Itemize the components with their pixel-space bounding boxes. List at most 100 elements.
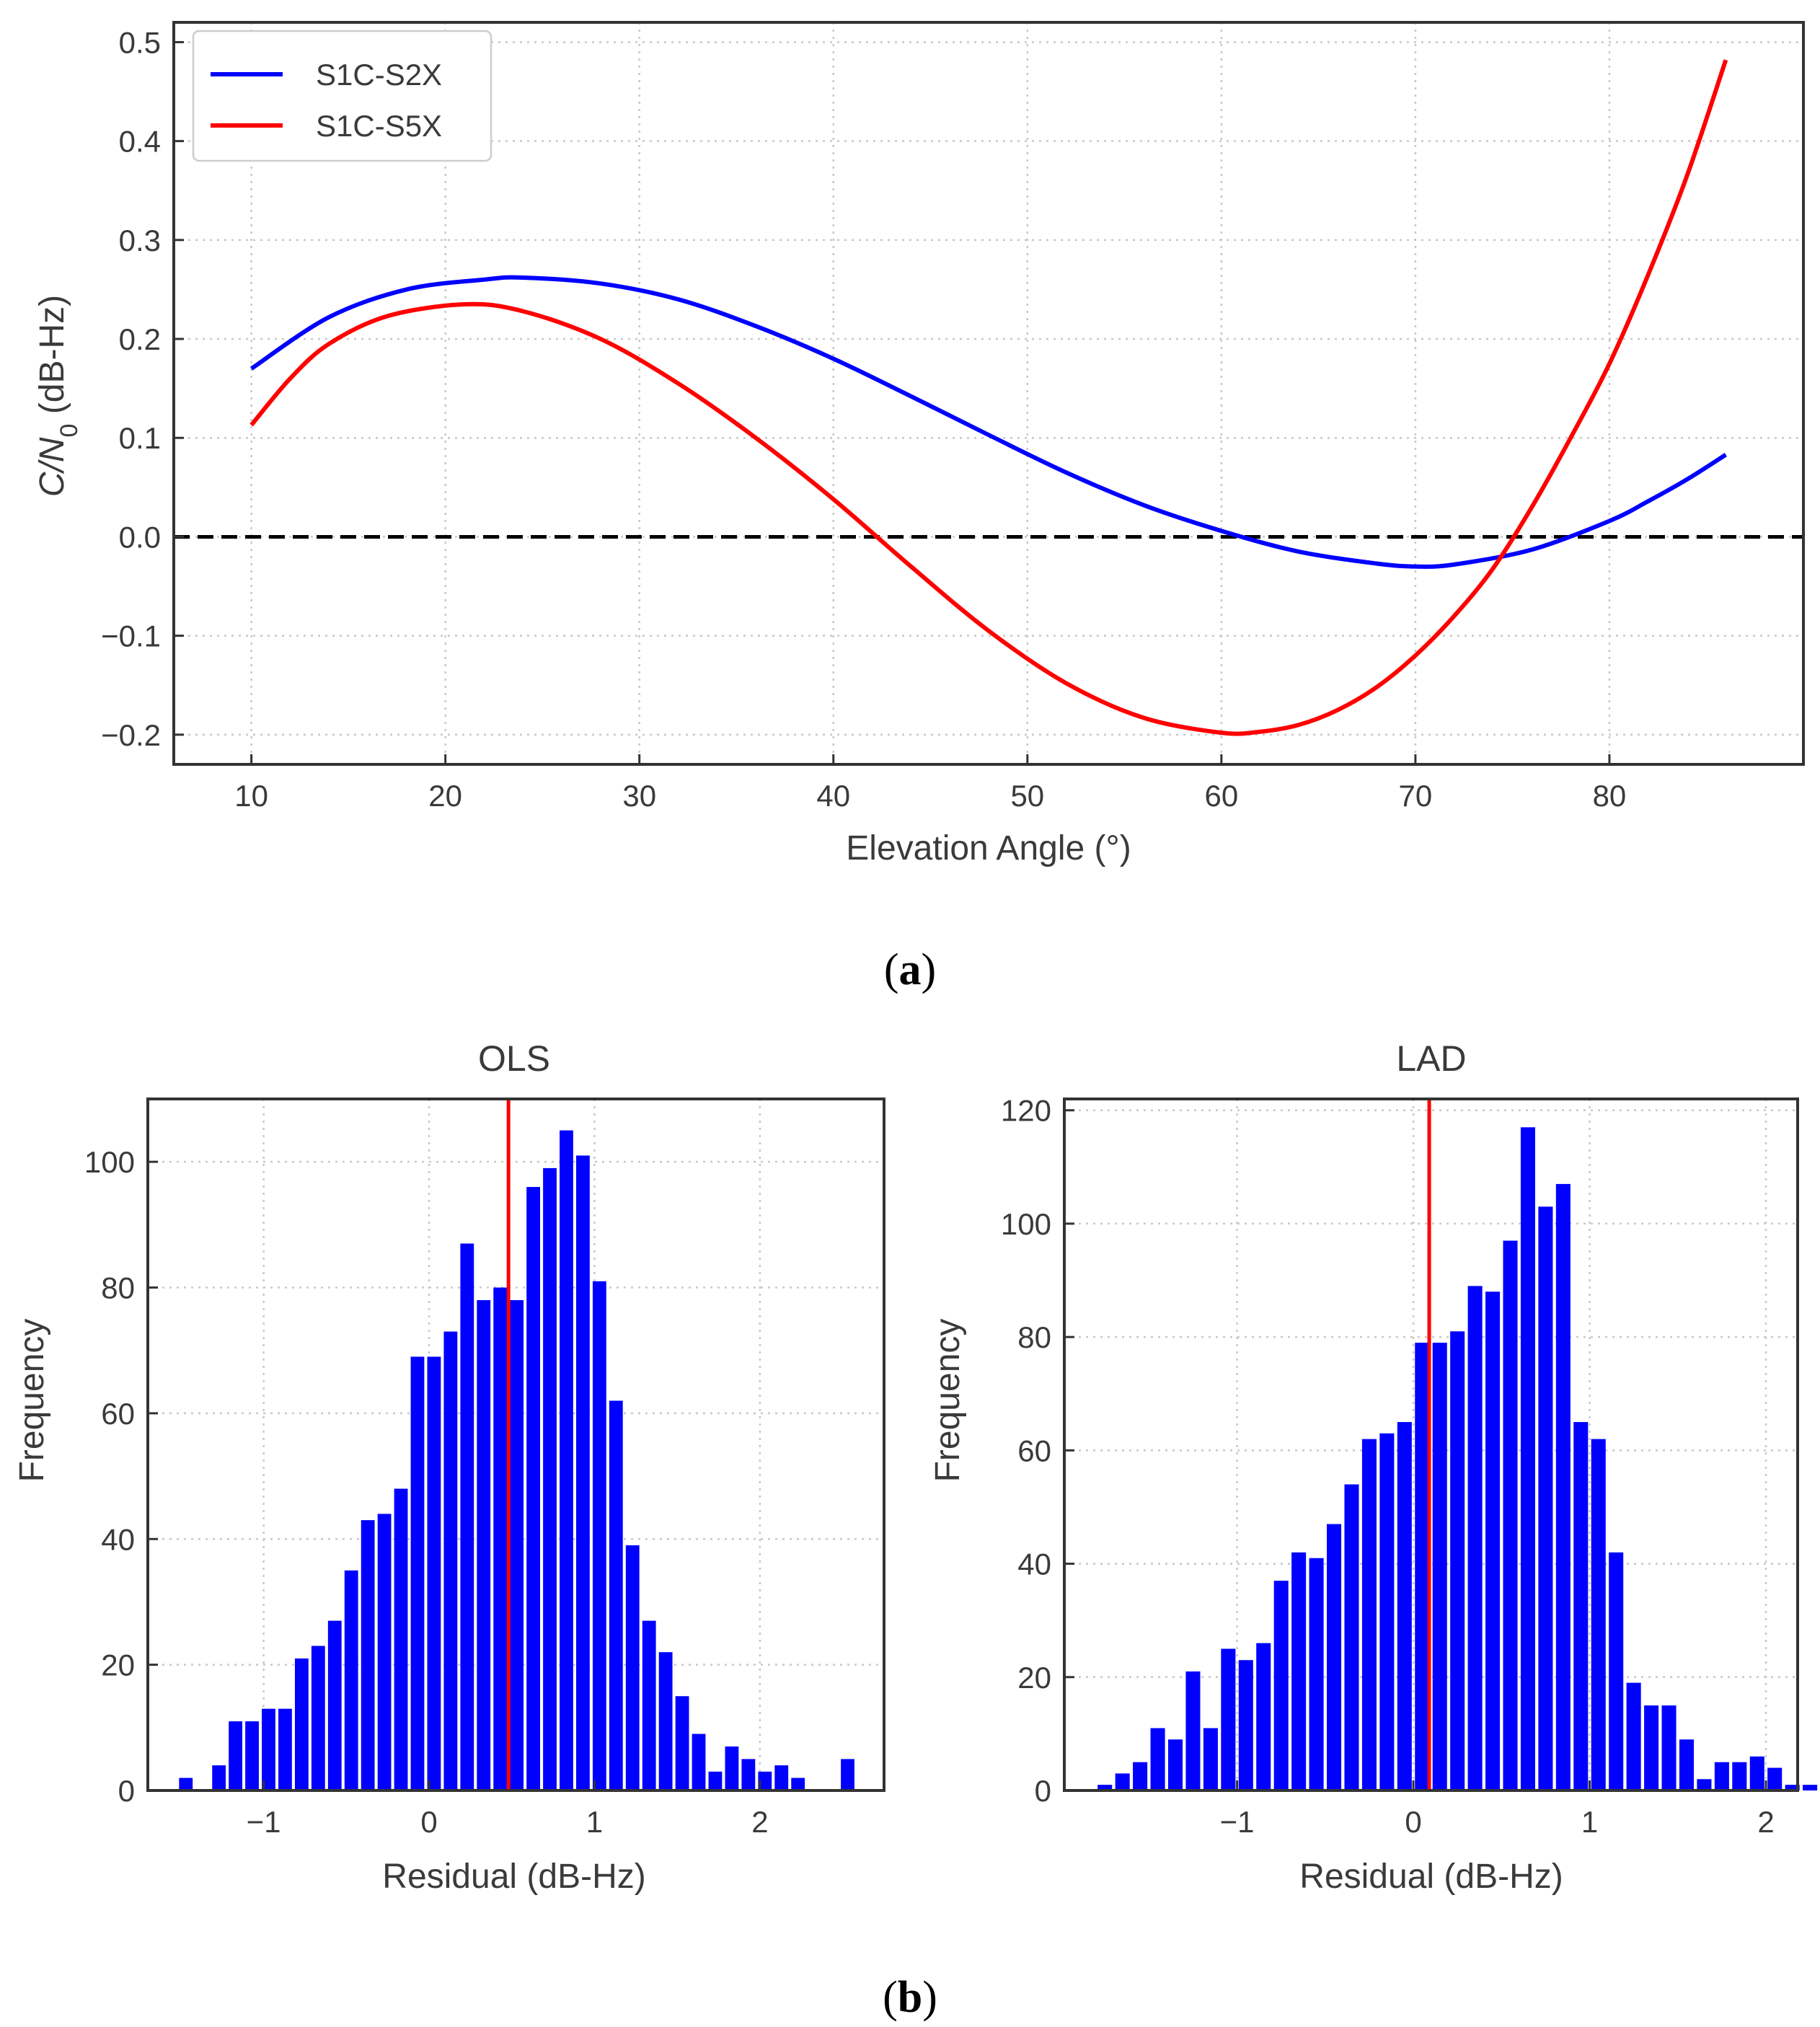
- panel-a-y-tick-label: 0.5: [119, 25, 161, 59]
- lad-y-tick-label: 120: [1001, 1094, 1051, 1128]
- ols-bar: [410, 1356, 425, 1790]
- lad-x-axis-label: Residual (dB-Hz): [1299, 1858, 1563, 1896]
- legend-label-s1c-s2x: S1C-S2X: [316, 58, 442, 92]
- lad-bar: [1697, 1779, 1712, 1790]
- legend-box: [192, 30, 492, 162]
- ols-x-tick-label: 2: [751, 1805, 768, 1839]
- lad-bars: [1097, 1127, 1818, 1790]
- lad-x-tick-label: 0: [1405, 1805, 1421, 1839]
- lad-bar: [1327, 1524, 1342, 1790]
- lad-bar: [1221, 1648, 1236, 1790]
- ols-bar: [394, 1488, 408, 1790]
- panel-a-x-tick-label: 10: [234, 779, 268, 813]
- ols-bar: [692, 1734, 706, 1790]
- panel-a-y-tick-label: 0.0: [119, 520, 161, 554]
- panel-a-y-tick-label: 0.3: [119, 224, 161, 257]
- ols-bar: [609, 1400, 623, 1790]
- lad-bar: [1291, 1552, 1307, 1790]
- ols-bar: [774, 1765, 789, 1790]
- ols-bar: [212, 1765, 226, 1790]
- panel-a-y-tick-label: 0.1: [119, 421, 161, 455]
- panel-a-x-tick-label: 80: [1593, 779, 1627, 813]
- lad-bar: [1150, 1728, 1165, 1790]
- panel-a-x-tick-label: 20: [428, 779, 462, 813]
- caption-b: (b): [883, 1973, 937, 2022]
- ols-bar: [477, 1299, 491, 1790]
- panel-a-x-tick-label: 30: [622, 779, 656, 813]
- ols-bar: [510, 1299, 524, 1790]
- lad-bar: [1661, 1705, 1677, 1790]
- ols-bar: [560, 1130, 573, 1790]
- ols-x-tick-label: 1: [586, 1805, 603, 1839]
- lad-x-tick-label: 1: [1581, 1805, 1598, 1839]
- y-label-subscript: 0: [56, 424, 83, 438]
- caption-a-letter: a: [899, 945, 922, 994]
- lad-y-tick-label: 80: [1017, 1320, 1051, 1354]
- ols-bar: [294, 1658, 309, 1790]
- lad-y-axis-label: Frequency: [929, 1319, 967, 1483]
- y-label-unit: (dB-Hz): [33, 295, 71, 424]
- lad-y-tick-label: 60: [1017, 1434, 1051, 1467]
- legend: S1C-S2X S1C-S5X: [192, 30, 492, 162]
- ols-bar: [344, 1570, 358, 1790]
- lad-bar: [1432, 1343, 1447, 1790]
- ols-bar: [460, 1243, 474, 1790]
- panel-a-y-tick-label: −0.2: [101, 718, 161, 752]
- ols-y-tick-label: 80: [101, 1271, 135, 1305]
- ols-bar: [625, 1545, 640, 1790]
- ols-bars: [179, 1130, 854, 1790]
- ols-bar: [592, 1281, 606, 1790]
- ols-bar: [493, 1287, 508, 1790]
- ols-bar: [245, 1721, 259, 1790]
- ols-bar: [543, 1167, 557, 1790]
- panel-a-y-tick-label: 0.4: [119, 125, 161, 159]
- lad-bar: [1714, 1762, 1729, 1790]
- lad-bar: [1397, 1422, 1412, 1790]
- lad-bar: [1785, 1785, 1800, 1790]
- lad-bar: [1467, 1286, 1483, 1790]
- lad-bar: [1803, 1785, 1818, 1790]
- ols-bar: [576, 1155, 590, 1790]
- panel-a-frame: [172, 21, 1805, 766]
- ols-x-tick-label: 0: [420, 1805, 437, 1839]
- ols-bar: [179, 1778, 193, 1790]
- lad-bar: [1115, 1773, 1130, 1790]
- lad-y-tick-label: 100: [1001, 1207, 1051, 1241]
- caption-a: (a): [884, 945, 936, 994]
- lad-title: LAD: [1396, 1038, 1466, 1079]
- ols-bar: [758, 1771, 772, 1790]
- lad-bar: [1167, 1739, 1183, 1790]
- ols-bar: [327, 1620, 342, 1790]
- ols-y-tick-label: 0: [118, 1774, 135, 1808]
- ols-title: OLS: [478, 1038, 550, 1079]
- lad-y-tick-label: 0: [1035, 1774, 1051, 1808]
- ols-bar: [262, 1708, 275, 1790]
- lad-bar: [1309, 1558, 1324, 1790]
- ols-bar: [377, 1514, 392, 1790]
- ols-x-tick-label: −1: [247, 1805, 281, 1839]
- lad-bar: [1256, 1643, 1271, 1790]
- lad-bar: [1626, 1682, 1641, 1790]
- panel-a-x-tick-label: 50: [1010, 779, 1044, 813]
- ols-bar: [675, 1696, 689, 1790]
- lad-bar: [1344, 1484, 1359, 1790]
- panel-a-y-tick-label: 0.2: [119, 322, 161, 356]
- lad-bar: [1450, 1331, 1465, 1790]
- lad-bar: [1361, 1439, 1377, 1790]
- lad-bar: [1679, 1739, 1695, 1790]
- ols-bar: [725, 1746, 739, 1790]
- lad-bar: [1555, 1183, 1571, 1790]
- lad-bar: [1591, 1439, 1606, 1790]
- lad-bar: [1097, 1785, 1113, 1790]
- lad-bar: [1273, 1581, 1289, 1790]
- ols-y-tick-label: 100: [84, 1145, 135, 1179]
- lad-frame: [1063, 1098, 1799, 1792]
- caption-b-letter: b: [898, 1973, 922, 2022]
- ols-bar: [311, 1646, 325, 1790]
- lad-bar: [1379, 1433, 1395, 1790]
- lad-bar: [1732, 1762, 1747, 1790]
- lad-bar: [1644, 1705, 1659, 1790]
